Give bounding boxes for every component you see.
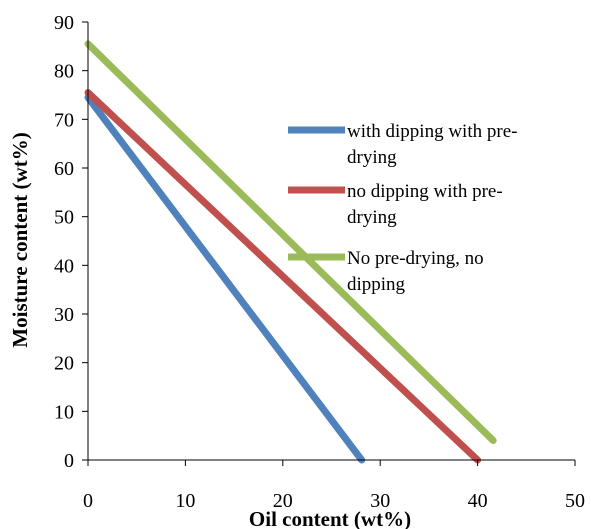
y-tick-label: 0 bbox=[64, 450, 74, 472]
y-tick-label: 70 bbox=[54, 109, 74, 131]
y-tick-label: 90 bbox=[54, 12, 74, 34]
x-tick-label: 0 bbox=[83, 490, 93, 512]
series-line-2 bbox=[84, 89, 482, 464]
axes bbox=[87, 22, 575, 461]
y-tick-label: 40 bbox=[54, 255, 74, 277]
x-tick-label: 40 bbox=[468, 490, 488, 512]
y-tick-label: 60 bbox=[54, 158, 74, 180]
x-tick-label: 10 bbox=[175, 490, 195, 512]
plot-lines bbox=[84, 40, 497, 464]
series-line-1 bbox=[84, 93, 366, 464]
legend-label: drying bbox=[347, 147, 397, 168]
x-ticks: 0 10 20 30 40 50 bbox=[83, 460, 585, 512]
y-tick-label: 50 bbox=[54, 207, 74, 229]
legend-label: No pre-drying, no bbox=[347, 248, 484, 269]
legend-label: drying bbox=[347, 207, 397, 228]
y-axis-title: Moisture content (wt%) bbox=[8, 132, 32, 347]
x-axis-title: Oil content (wt%) bbox=[249, 507, 411, 529]
x-tick-label: 30 bbox=[370, 490, 390, 512]
y-tick-label: 80 bbox=[54, 61, 74, 83]
legend: with dipping with pre-drying no dipping w… bbox=[288, 121, 517, 295]
y-tick-label: 30 bbox=[54, 304, 74, 326]
y-ticks: 0 10 20 30 40 50 60 70 80 90 bbox=[54, 12, 88, 472]
legend-label: dipping bbox=[347, 274, 406, 295]
x-tick-label: 50 bbox=[565, 490, 585, 512]
legend-label: with dipping with pre- bbox=[347, 121, 517, 142]
series-line-3 bbox=[84, 40, 497, 445]
x-tick-label: 20 bbox=[273, 490, 293, 512]
legend-label: no dipping with pre- bbox=[347, 181, 503, 202]
y-tick-label: 10 bbox=[54, 401, 74, 423]
y-tick-label: 20 bbox=[54, 353, 74, 375]
